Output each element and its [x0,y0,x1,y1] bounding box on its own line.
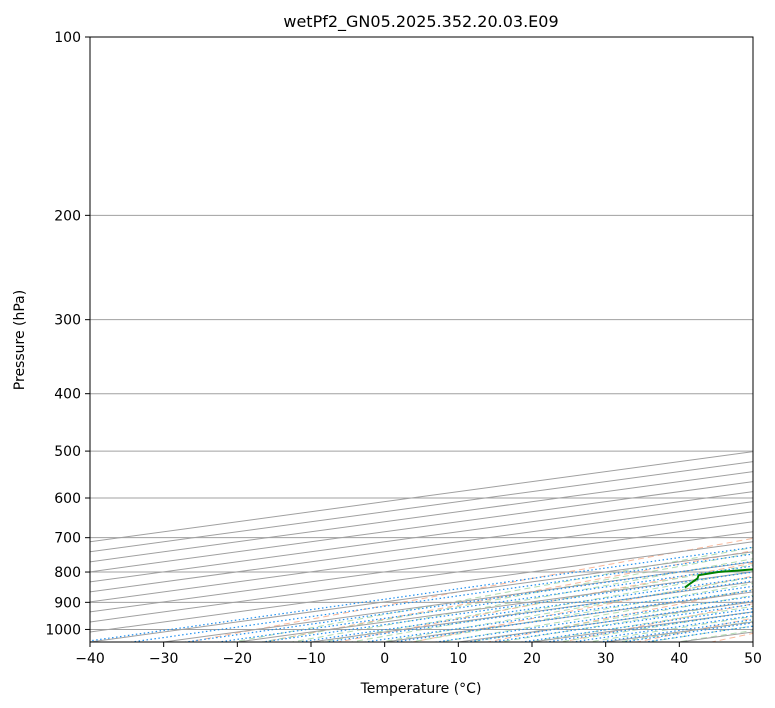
moist-adiabat [318,564,753,642]
isotherm [90,451,753,543]
x-tick-label: −30 [149,651,179,667]
x-tick-label: 0 [380,651,389,667]
isotherm [90,511,753,603]
isotherm [90,531,753,623]
mixing-ratio-line [214,565,753,642]
isotherm [90,491,753,583]
moist-adiabat [496,600,753,642]
isotherm [90,461,753,553]
isotherm [90,501,753,593]
isotherm [90,481,753,573]
x-tick-label: −40 [75,651,105,667]
y-tick-label: 500 [54,444,81,460]
isotherm [90,551,753,642]
mixing-ratio-line [595,619,753,642]
isotherm [90,541,753,633]
y-tick-label: 1000 [45,622,81,638]
mixing-ratio-line [568,615,753,642]
mixing-ratio-line [517,607,753,642]
x-tick-label: 10 [449,651,467,667]
mixing-ratio-line [127,553,753,642]
moist-adiabat [466,594,753,642]
x-tick-label: 20 [523,651,541,667]
x-tick-label: 40 [670,651,688,667]
chart-title: wetPf2_GN05.2025.352.20.03.E09 [283,12,558,32]
isotherm [233,571,753,642]
y-tick-label: 400 [54,387,81,403]
moist-adiabat [614,620,753,642]
mixing-ratio-line [181,560,753,642]
y-tick-label: 300 [54,313,81,329]
moist-adiabat [259,552,753,642]
isotherm [307,581,753,642]
x-axis-label: Temperature (°C) [360,681,482,697]
isotherms [90,10,775,654]
dry-adiabat [260,550,753,642]
x-axis-ticks: −40 −30 −20 −10 0 10 20 30 40 50 [75,642,762,667]
isotherm [90,521,753,613]
moist-adiabat [377,576,753,642]
moist-adiabat [644,625,753,642]
y-tick-label: 100 [54,30,81,46]
isotherm [159,561,753,642]
mixing-ratio-lines [90,546,753,642]
y-tick-label: 700 [54,531,81,547]
x-tick-label: 30 [597,651,615,667]
isotherm [739,10,775,654]
y-tick-label: 800 [54,565,81,581]
x-tick-label: −10 [296,651,326,667]
moist-adiabat [348,570,753,642]
plot-frame [89,36,754,643]
dry-adiabat [335,562,753,642]
isotherm [90,471,753,563]
isotherm [380,591,753,642]
x-tick-label: 50 [744,651,762,667]
mixing-ratio-line [542,611,753,642]
y-tick-label: 900 [54,595,81,611]
y-tick-label: 200 [54,208,81,224]
x-tick-label: −20 [223,651,253,667]
dry-adiabat [559,603,753,642]
dry-adiabat [410,575,753,642]
isotherm [749,641,753,642]
y-tick-label: 600 [54,491,81,507]
moist-adiabat [674,629,753,642]
dry-adiabat [485,589,753,642]
isobars [90,37,753,630]
y-axis-ticks: 100 200 300 400 500 600 700 800 900 1000 [45,30,90,638]
mixing-ratio-line [90,546,753,642]
moist-adiabat [289,558,753,642]
plot-area: -100-90-80-70-60-50-40-30-20-10010203040… [90,10,775,654]
mixing-ratio-line [389,589,753,642]
y-axis-label: Pressure (hPa) [12,290,28,390]
dry-adiabat [709,632,753,642]
isotherm [601,621,753,642]
moist-adiabat [407,582,753,642]
